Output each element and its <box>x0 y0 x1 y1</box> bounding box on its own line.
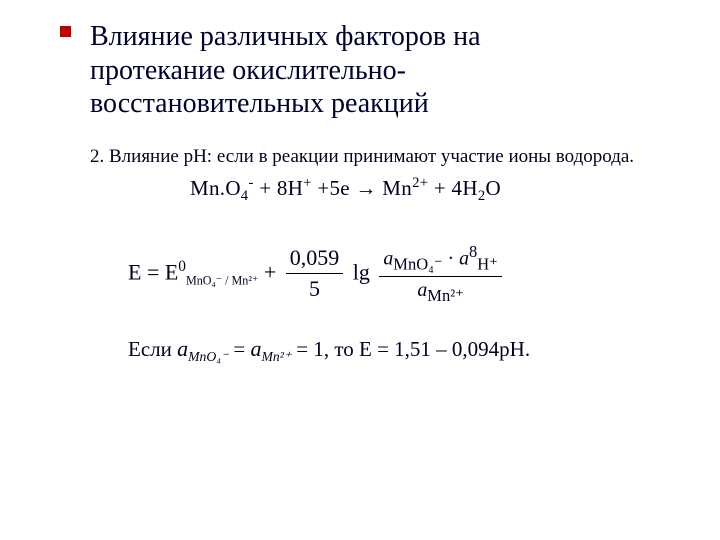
n-a1-sub: MnO₄⁻ <box>393 254 442 273</box>
title-line-2: протекание окислительно- <box>90 55 406 86</box>
n-plus: + <box>258 259 281 284</box>
n-aden-sub: Mn²⁺ <box>427 286 464 305</box>
c-a1-sub: MnO₄⁻ <box>188 349 228 364</box>
n-std-sup: 0 <box>178 258 186 275</box>
condition-line: Если aMnO₄⁻ = aMn²⁺ = 1, то E = 1,51 – 0… <box>128 336 670 365</box>
n-act-den: aMn²⁺ <box>379 277 501 306</box>
n-const-frac: 0,0595 <box>286 245 344 302</box>
n-const-den: 5 <box>286 274 344 302</box>
title-line-3: восстановительных реакций <box>90 88 429 119</box>
c-if: Если <box>128 337 177 361</box>
c-eq1: = <box>228 337 250 361</box>
r-h-sup: + <box>303 175 312 191</box>
n-a2-sup: 8 <box>469 242 477 261</box>
c-eq-one: = 1, то E = 1,51 – 0,094pH. <box>291 337 530 361</box>
title-line-1: Влияние различных факторов на <box>90 21 481 52</box>
n-act-num: aMnO₄⁻ · a8H⁺ <box>379 242 501 278</box>
n-a2: a <box>459 247 469 269</box>
half-reaction: Mn.O4- + 8H+ +5e → Mn2+ + 4H2O <box>190 175 670 205</box>
c-a1: a <box>177 336 188 361</box>
r-h2o-end: O <box>485 176 500 200</box>
r-plus3: + 4H <box>428 176 478 200</box>
r-plus2: +5e → Mn <box>312 176 412 200</box>
n-a1: a <box>383 247 393 269</box>
subtitle: 2. Влияние рН: если в реакции принимают … <box>90 145 670 170</box>
r-sp1: Mn.O <box>190 176 241 200</box>
n-aden: a <box>417 279 427 301</box>
title-bullet <box>60 26 71 37</box>
slide-title: Влияние различных факторов на протекание… <box>90 20 670 121</box>
c-a2-sub: Mn²⁺ <box>262 349 291 364</box>
n-a2-sub: H⁺ <box>477 254 498 273</box>
r-mn-sup: 2+ <box>412 175 428 191</box>
n-lg: lg <box>347 259 375 284</box>
c-a2: a <box>250 336 261 361</box>
nernst-equation: E = E0MnO₄⁻ / Mn²⁺ + 0,0595 lg aMnO₄⁻ · … <box>128 242 670 307</box>
n-const-num: 0,059 <box>286 245 344 274</box>
n-eeq: E = E <box>128 259 178 284</box>
n-act-frac: aMnO₄⁻ · a8H⁺aMn²⁺ <box>379 242 501 307</box>
n-pair-sub: MnO₄⁻ / Mn²⁺ <box>186 273 258 287</box>
r-sp1-sub: 4 <box>241 189 249 205</box>
r-plus1: + 8H <box>254 176 304 200</box>
n-dot: · <box>443 247 459 269</box>
